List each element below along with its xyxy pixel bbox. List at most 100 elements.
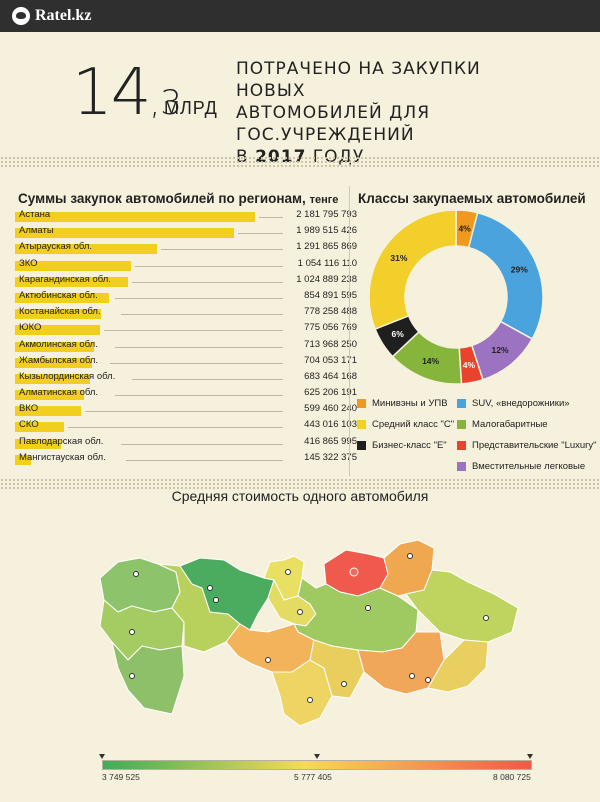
bar-leader-line [135,265,283,267]
top-bar: Ratel.kz [0,0,600,32]
city-marker-pavlodar [407,553,413,559]
legend-item: Средний класс "С" [357,419,457,430]
city-marker-taraz [341,681,347,687]
bar-chart-title: Суммы закупок автомобилей по регионам, т… [18,191,338,206]
hero-line-1: ПОТРАЧЕНО НА ЗАКУПКИ НОВЫХ [236,59,481,101]
bar-leader-line [104,330,283,332]
legend-item: Вместительные легковые [457,461,597,472]
bar-row: Карагандинская обл. 1 024 889 238 [15,273,357,289]
donut-legend: Минивэны и УПВ SUV, «внедорожники» Средний… [357,398,597,472]
legend-item: Представительские "Luxury" [457,440,597,451]
bar [15,406,81,417]
dotted-divider [0,156,600,168]
bar-value-label: 599 460 240 [304,403,357,415]
bar [15,325,100,336]
legend-label: Малогабаритные [472,419,548,430]
region-zhambyl [309,639,365,699]
bar-leader-line [120,314,283,316]
hero-unit: МЛРД [164,98,218,118]
legend-swatch [457,441,466,450]
bar-leader-line [132,281,283,283]
region-almaty-city [427,639,489,693]
bar-chart-title-unit: тенге [309,194,339,206]
donut-slice-label-4: 14% [422,356,439,366]
bar-value-label: 683 464 168 [304,370,357,382]
bar-label: Алматинская обл. [19,387,99,399]
city-marker-petropavl [285,569,291,575]
legend-label: Представительские "Luxury" [472,440,597,451]
bar-label: Карагандинская обл. [19,273,111,285]
bar-label: Костанайская обл. [19,306,101,318]
hero-description: ПОТРАЧЕНО НА ЗАКУПКИ НОВЫХ АВТОМОБИЛЕЙ Д… [236,58,536,168]
bar-leader-line [259,217,283,218]
city-marker-oral [133,571,139,577]
bar-label: Кызылординская обл. [19,370,116,382]
bar [15,309,101,320]
bar-label: Актюбинская обл. [19,289,98,301]
cost-color-scale [102,760,532,770]
bar-value-label: 775 056 769 [304,322,357,334]
map-city-markers [129,553,489,703]
bar-value-label: 1 291 865 869 [296,241,357,253]
bar-row: Акмолинская обл. 713 968 250 [15,338,357,354]
city-marker-taldykorgan [425,677,431,683]
scale-mid-marker [314,754,320,759]
bar-label: Атырауская обл. [19,241,93,253]
hero-line-2: АВТОМОБИЛЕЙ ДЛЯ ГОС.УЧРЕЖДЕНИЙ [236,103,431,145]
bar [15,390,84,401]
legend-label: Минивэны и УПВ [372,398,448,409]
bar-value-label: 145 322 375 [304,451,357,463]
bar [15,228,234,239]
legend-swatch [457,420,466,429]
bar-label: СКО [19,419,39,431]
scale-mid-label: 5 777 405 [294,772,332,782]
bar-value-label: 1 054 116 110 [297,257,357,269]
bar-leader-line [238,233,283,235]
legend-item: Бизнес-класс "Е" [357,440,457,451]
donut-chart-title: Классы закупаемых автомобилей [358,191,586,206]
legend-swatch [457,399,466,408]
donut-slice-6 [368,210,457,331]
bar-value-label: 778 258 488 [304,306,357,318]
bar-label: ЮКО [19,322,42,334]
scale-min-label: 3 749 525 [102,772,140,782]
legend-swatch [357,441,366,450]
brand-logo[interactable]: Ratel.kz [12,6,91,26]
donut-slice-label-1: 29% [511,265,528,275]
bar-row: СКО 443 016 103 [15,418,357,434]
bar [15,341,94,352]
bar [15,244,157,255]
legend-label: Бизнес-класс "Е" [372,440,447,451]
bar-leader-line [126,459,283,461]
city-marker-karaganda [365,605,371,611]
bar-leader-line [120,443,283,445]
bar-row: Астана 2 181 795 793 [15,208,357,224]
city-marker-aktau [129,673,135,679]
legend-swatch [457,462,466,471]
legend-swatch [357,399,366,408]
bar-label: Алматы [19,225,54,237]
bar [15,438,61,449]
legend-item: SUV, «внедорожники» [457,398,597,409]
bar-row: Мангистауская обл. 145 322 375 [15,451,357,467]
bar-leader-line [161,249,283,251]
scale-max-label: 8 080 725 [493,772,531,782]
city-marker-kokshetau [297,609,303,615]
hero-summary: 14,3 МЛРД ПОТРАЧЕНО НА ЗАКУПКИ НОВЫХ АВТ… [0,32,600,167]
donut-slice-label-6: 31% [390,253,407,263]
bar-leader-line [68,427,283,429]
bar-row: Атырауская обл. 1 291 865 869 [15,240,357,256]
bar [15,260,131,271]
kazakhstan-region-map [99,539,519,727]
legend-label: Вместительные легковые [472,461,586,472]
donut-slice-label-5: 6% [392,329,405,339]
bar-leader-line [115,346,283,348]
bar [15,454,31,465]
region-mangistau [111,641,185,715]
bar-label: Астана [19,209,51,220]
city-marker-almaty [409,673,415,679]
hero-value: 14,3 [72,56,182,130]
bar-label: ВКО [19,403,39,415]
bar-chart-title-text: Суммы закупок автомобилей по регионам, [18,191,306,206]
bar-label: Павлодарская обл. [19,435,104,447]
